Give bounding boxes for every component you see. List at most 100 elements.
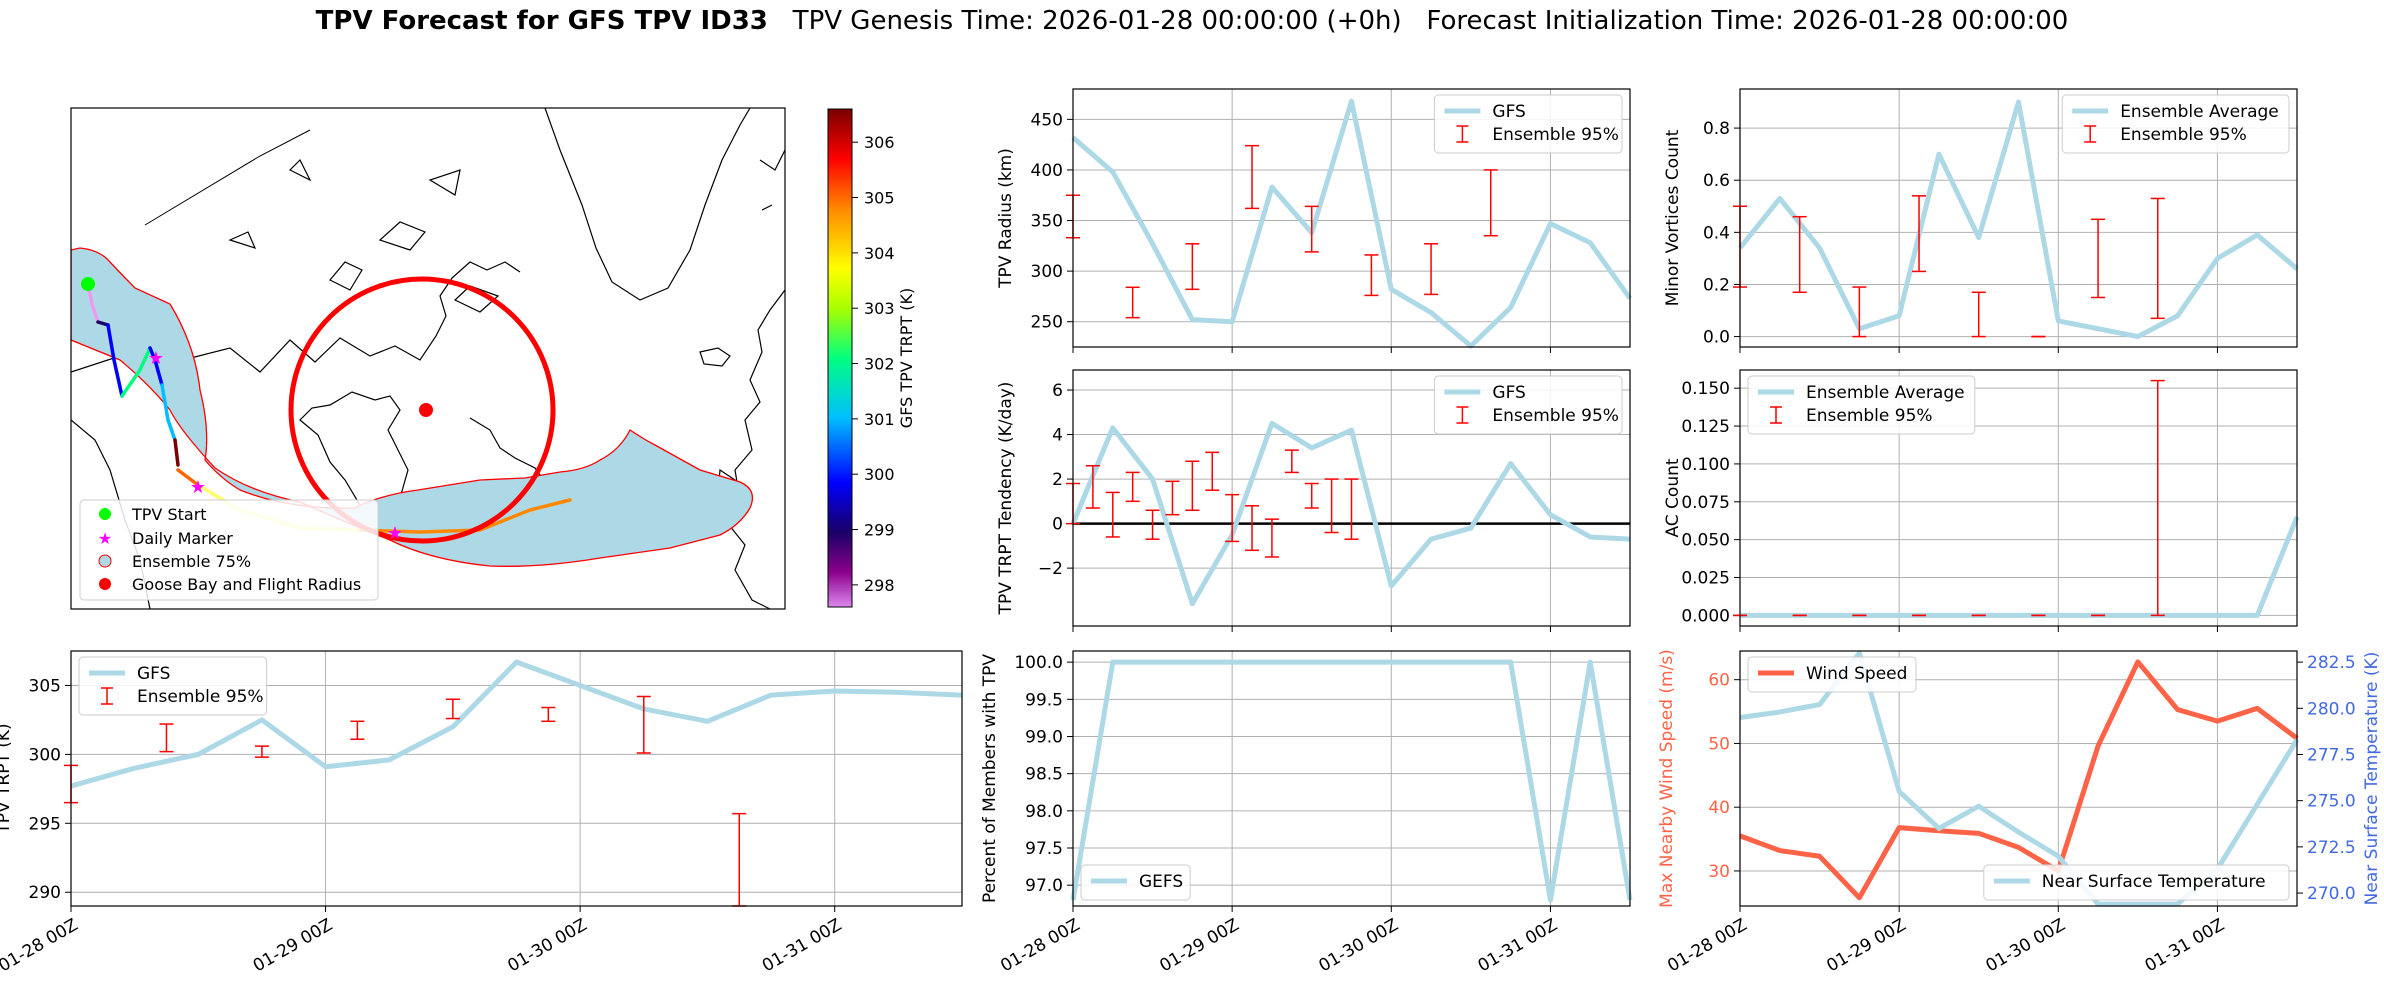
legend-label: Near Surface Temperature (2042, 872, 2266, 892)
y-tick-label: 0.4 (1703, 223, 1730, 243)
track-seg-7 (173, 438, 180, 467)
legend-ens-icon (98, 554, 112, 568)
colorbar-ticks: 298 299 300 301 302 303 304 305 306 (852, 133, 895, 595)
y-tick-label: 97.0 (1025, 876, 1063, 896)
colorbar-tick-label: 303 (864, 299, 895, 318)
error-bar (1225, 493, 1240, 543)
title-bold: TPV Forecast for GFS TPV ID33 (315, 6, 768, 36)
x-tick-label: 01-31 00Z (759, 915, 845, 976)
legend-label: Ensemble Average (1806, 383, 1965, 403)
coastline-hudson (299, 391, 409, 521)
track-seg-5 (148, 346, 164, 387)
y-tick-label: 0.050 (1681, 531, 1730, 551)
error-bar (1205, 451, 1220, 491)
colorbar-tick-label: 305 (864, 189, 895, 208)
legend: Ensemble Average Ensemble 95% (1747, 375, 1976, 435)
legend-daily-label: Daily Marker (132, 529, 233, 548)
y-axis-label: Minor Vortices Count (1663, 129, 1683, 306)
legend-label: GEFS (1139, 872, 1183, 892)
legend-label: GFS (1492, 383, 1525, 403)
plot-frame (1739, 650, 2298, 907)
y-tick-label: 99.5 (1025, 690, 1063, 710)
y-tick-label: 100.0 (1014, 653, 1063, 673)
chart-percent: 01-28 00Z 01-29 00Z 01-30 00Z 01-31 00Z 97.0… (980, 650, 1633, 976)
legend-goose-icon (99, 578, 111, 590)
y-tick-label: 0.025 (1681, 569, 1730, 589)
y2-tick-label: 270.0 (2307, 884, 2356, 904)
legend-label: GFS (1492, 102, 1525, 122)
y2-tick-label: 280.0 (2307, 699, 2356, 719)
plot-frame (1072, 88, 1631, 348)
track-seg-3 (106, 323, 124, 398)
error-bar (1125, 286, 1140, 319)
legend: Ensemble Average Ensemble 95% (2061, 94, 2290, 154)
chart-trpt: 01-28 00Z 01-29 00Z 01-30 00Z 01-31 00Z 290 2… (0, 650, 963, 976)
y-axis-label: TPV Radius (km) (996, 148, 1016, 289)
y-tick-label: 50 (1708, 734, 1730, 754)
y-tick-label: 305 (29, 676, 61, 696)
x-tick-label: 01-30 00Z (1315, 915, 1401, 976)
y-tick-label: 0.0 (1703, 328, 1730, 348)
coastline-europe (724, 289, 785, 609)
colorbar-label: GFS TPV TRPT (K) (897, 288, 916, 428)
error-bar (1344, 478, 1359, 540)
colorbar-tick-label: 302 (864, 355, 895, 374)
series-line (1738, 99, 2299, 340)
chart-ac: 0.000 0.025 0.050 0.075 0.100 0.125 0.150 AC Co… (1663, 369, 2300, 632)
error-bar (1304, 205, 1319, 253)
y2-tick-label: 282.5 (2307, 653, 2356, 673)
series-line (1740, 515, 2300, 618)
legend: Wind Speed (1747, 656, 1917, 693)
daily-marker-3: ★ (387, 523, 403, 544)
x-tick-label: 01-29 00Z (1823, 915, 1909, 976)
y-tick-label: 0.150 (1681, 379, 1730, 399)
x-tick-label: 01-28 00Z (0, 915, 82, 976)
legend-box (1080, 864, 1191, 901)
y2-tick-label: 275.0 (2307, 792, 2356, 812)
plot-frame (1739, 369, 2298, 627)
y-tick-label: 2 (1052, 470, 1063, 490)
colorbar-tick-label: 299 (864, 521, 895, 540)
legend: GFS Ensemble 95% (78, 656, 268, 716)
error-bar (1792, 215, 1807, 294)
error-bar (1145, 509, 1160, 540)
x-tick-label: 01-28 00Z (1664, 915, 1750, 976)
legend-label: Ensemble 95% (1806, 406, 1933, 426)
map-legend: TPV Start ★ Daily Marker Ensemble 75% Go… (79, 499, 379, 601)
legend-label: GFS (137, 664, 170, 684)
y-tick-label: 350 (1031, 212, 1063, 232)
error-bar (159, 723, 174, 753)
error-bar (1971, 291, 1986, 338)
coastline-svalbard (759, 149, 785, 211)
legend-label: Ensemble 95% (1492, 125, 1619, 145)
series-line (1070, 420, 1631, 607)
legend-label: Ensemble Average (2120, 102, 2279, 122)
error-bar (350, 720, 365, 740)
y-tick-label: 295 (29, 814, 61, 834)
y-axis-label: TPV TRPT Tendency (K/day) (996, 382, 1016, 616)
series-line (1739, 659, 2299, 901)
map-frame (70, 107, 786, 610)
error-bar (445, 698, 460, 720)
legend-box (1747, 656, 1917, 693)
y-tick-label: 4 (1052, 426, 1063, 446)
error-bar (1852, 286, 1867, 338)
error-bar (1483, 169, 1498, 237)
series-line (70, 659, 963, 789)
chart-radius: 250 300 350 400 450 TPV Radius (km) GFS Ensembl… (996, 88, 1633, 353)
legend-start-label: TPV Start (131, 505, 207, 524)
daily-marker-2: ★ (190, 477, 206, 498)
y-tick-label: 0.2 (1703, 275, 1730, 295)
error-bar (2150, 197, 2165, 320)
y-axis-label: Max Nearby Wind Speed (m/s) (1657, 649, 1677, 908)
figure-title: TPV Forecast for GFS TPV ID33 TPV Genesi… (0, 6, 2384, 36)
y-axis-label: TPV TRPT (K) (0, 723, 14, 834)
legend-box (78, 656, 268, 716)
error-bar (1125, 471, 1140, 503)
legend-goose-label: Goose Bay and Flight Radius (132, 575, 361, 594)
colorbar-tick-label: 298 (864, 576, 895, 595)
map-legend-box (79, 499, 379, 601)
coastline-iceland (699, 347, 731, 367)
y-tick-label: 40 (1708, 798, 1730, 818)
